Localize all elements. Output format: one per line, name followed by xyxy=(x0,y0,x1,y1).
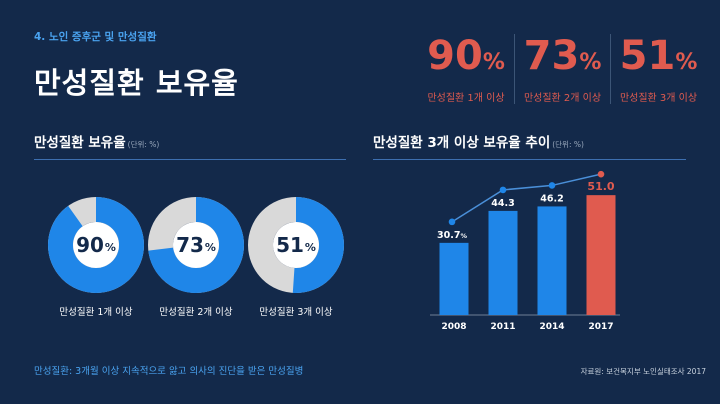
donut-label-2: 만성질환 2개 이상 xyxy=(159,307,233,318)
donut-value: 73% xyxy=(176,233,216,257)
data-label: 46.2 xyxy=(540,193,563,204)
trend-point xyxy=(548,182,556,189)
stat-label: 만성질환 2개 이상 xyxy=(523,93,602,104)
page-title: 만성질환 보유율 xyxy=(34,66,239,100)
donut-chart-2: 73% xyxy=(148,197,244,293)
section-label: 4. 노인 증후군 및 만성질환 xyxy=(34,31,157,43)
stat-3: 51% 만성질환 3개 이상 xyxy=(610,34,706,104)
trend-line xyxy=(451,173,602,223)
summary-stats: 90% 만성질환 1개 이상 73% 만성질환 2개 이상 51% 만성질환 3… xyxy=(418,34,706,104)
divider xyxy=(34,159,346,160)
x-tick-label: 2008 xyxy=(441,322,466,332)
divider xyxy=(373,159,686,160)
stat-value: 73% xyxy=(523,33,602,79)
donut-chart-1: 90% xyxy=(48,197,144,293)
unit-note: (단위: %) xyxy=(552,140,584,149)
source-note: 자료원: 보건복지부 노인실태조사 2017 xyxy=(580,367,706,376)
donut-hole xyxy=(173,222,219,268)
donut-value: 51% xyxy=(276,233,316,257)
stat-value: 51% xyxy=(619,33,698,79)
donut-svg xyxy=(148,197,244,293)
donut-slice xyxy=(248,197,344,293)
trend-point xyxy=(448,218,456,226)
x-tick-label: 2017 xyxy=(588,322,613,332)
donut-label-3: 만성질환 3개 이상 xyxy=(259,307,333,318)
stat-value: 90% xyxy=(427,33,505,79)
bar xyxy=(439,242,469,315)
bar-chart: 2008 30.7% 2011 44.3 2014 46.2 2017 51.0 xyxy=(430,170,620,332)
unit-note: (단위: %) xyxy=(127,140,160,149)
left-panel-header: 만성질환 보유율 (단위: %) xyxy=(34,131,346,160)
bar xyxy=(488,210,518,315)
donut-slice xyxy=(48,197,144,293)
data-label: 30.7% xyxy=(437,230,467,241)
stat-1: 90% 만성질환 1개 이상 xyxy=(418,34,514,104)
trend-point xyxy=(597,170,605,178)
stat-2: 73% 만성질환 2개 이상 xyxy=(514,34,610,104)
donut-chart-3: 51% xyxy=(248,197,344,293)
right-panel-header: 만성질환 3개 이상 보유율 추이 (단위: %) xyxy=(373,131,686,160)
data-label: 44.3 xyxy=(491,198,514,209)
donut-slice xyxy=(148,197,244,293)
donut-svg xyxy=(248,197,344,293)
right-panel-title: 만성질환 3개 이상 보유율 추이 (단위: %) xyxy=(373,135,584,151)
bar xyxy=(537,206,567,315)
bar xyxy=(586,195,616,315)
footnote: 만성질환: 3개월 이상 지속적으로 앓고 의사의 진단을 받은 만성질병 xyxy=(34,366,304,377)
donut-value: 90% xyxy=(76,233,116,257)
trend-point xyxy=(499,186,507,194)
stat-label: 만성질환 3개 이상 xyxy=(619,93,698,104)
donut-hole xyxy=(73,222,119,268)
x-tick-label: 2014 xyxy=(539,322,564,332)
left-panel-title: 만성질환 보유율 (단위: %) xyxy=(34,135,160,151)
x-tick-label: 2011 xyxy=(490,322,515,332)
donut-svg xyxy=(48,197,144,293)
stat-label: 만성질환 1개 이상 xyxy=(427,93,505,104)
donut-hole xyxy=(273,222,319,268)
donut-label-1: 만성질환 1개 이상 xyxy=(59,307,133,318)
data-label: 51.0 xyxy=(587,180,614,193)
